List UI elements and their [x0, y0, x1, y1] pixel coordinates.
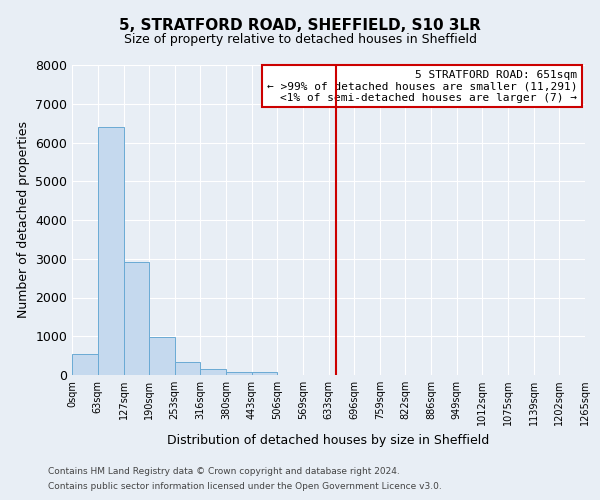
Bar	[98, 127, 124, 375]
Text: 5, STRATFORD ROAD, SHEFFIELD, S10 3LR: 5, STRATFORD ROAD, SHEFFIELD, S10 3LR	[119, 18, 481, 32]
Text: Size of property relative to detached houses in Sheffield: Size of property relative to detached ho…	[124, 32, 476, 46]
Bar	[124, 262, 149, 375]
Y-axis label: Number of detached properties: Number of detached properties	[17, 122, 29, 318]
Bar	[175, 362, 200, 375]
Text: Contains HM Land Registry data © Crown copyright and database right 2024.: Contains HM Land Registry data © Crown c…	[48, 467, 400, 476]
Bar	[251, 372, 277, 375]
Bar	[72, 354, 98, 375]
Bar	[149, 338, 175, 375]
X-axis label: Distribution of detached houses by size in Sheffield: Distribution of detached houses by size …	[167, 434, 490, 446]
Bar	[226, 372, 251, 375]
Bar	[200, 369, 226, 375]
Text: Contains public sector information licensed under the Open Government Licence v3: Contains public sector information licen…	[48, 482, 442, 491]
Text: 5 STRATFORD ROAD: 651sqm
← >99% of detached houses are smaller (11,291)
<1% of s: 5 STRATFORD ROAD: 651sqm ← >99% of detac…	[267, 70, 577, 103]
